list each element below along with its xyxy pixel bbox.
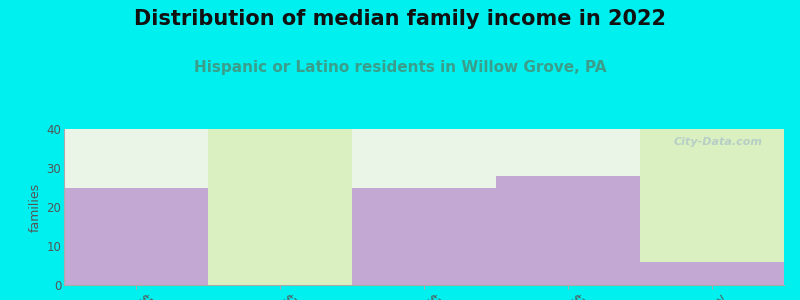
Bar: [640, 129, 784, 285]
Bar: [352, 129, 496, 285]
Text: Distribution of median family income in 2022: Distribution of median family income in …: [134, 9, 666, 29]
Bar: [640, 129, 784, 285]
Bar: [64, 188, 208, 285]
Text: Hispanic or Latino residents in Willow Grove, PA: Hispanic or Latino residents in Willow G…: [194, 60, 606, 75]
Bar: [64, 129, 208, 285]
Bar: [640, 262, 784, 285]
Bar: [496, 176, 640, 285]
Bar: [208, 129, 352, 285]
Bar: [496, 129, 640, 285]
Y-axis label: families: families: [29, 182, 42, 232]
Text: City-Data.com: City-Data.com: [674, 137, 762, 147]
Bar: [352, 188, 496, 285]
